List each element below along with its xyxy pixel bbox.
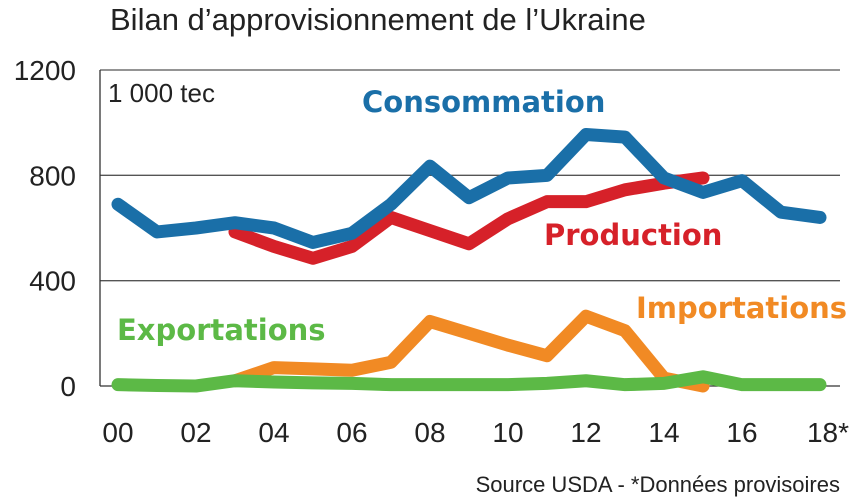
x-tick-label: 00 (102, 417, 133, 448)
x-tick-label: 16 (726, 417, 757, 448)
legend-label-production: Production (544, 218, 722, 252)
x-tick-label: 08 (414, 417, 445, 448)
x-tick-labels: 00 02 04 06 08 10 12 14 16 18* (102, 417, 849, 448)
legend-label-consommation: Consommation (362, 85, 605, 119)
source-note: Source USDA - *Données provisoires (476, 472, 840, 497)
x-tick-label: 04 (258, 417, 289, 448)
y-tick-labels: 0 400 800 1200 (14, 55, 76, 402)
y-tick-label: 400 (29, 266, 76, 297)
x-tick-label: 12 (570, 417, 601, 448)
series-line-importations (228, 309, 710, 393)
x-tick-label: 06 (336, 417, 367, 448)
y-tick-label: 800 (29, 160, 76, 191)
x-tick-label: 10 (492, 417, 523, 448)
chart-title: Bilan d’approvisionnement de l’Ukraine (110, 2, 646, 37)
y-tick-label: 1200 (14, 55, 76, 86)
series-line-exportations (111, 370, 827, 393)
x-tick-label: 02 (180, 417, 211, 448)
x-tick-label: 18* (807, 417, 849, 448)
legend-label-importations: Importations (636, 291, 847, 325)
series-line-production (228, 171, 710, 265)
series-lines (111, 128, 827, 393)
y-tick-label: 0 (60, 371, 76, 402)
series-line-consommation (111, 128, 827, 249)
legend-label-exportations: Exportations (117, 313, 326, 347)
x-tick-label: 14 (648, 417, 679, 448)
unit-label: 1 000 tec (108, 78, 215, 108)
